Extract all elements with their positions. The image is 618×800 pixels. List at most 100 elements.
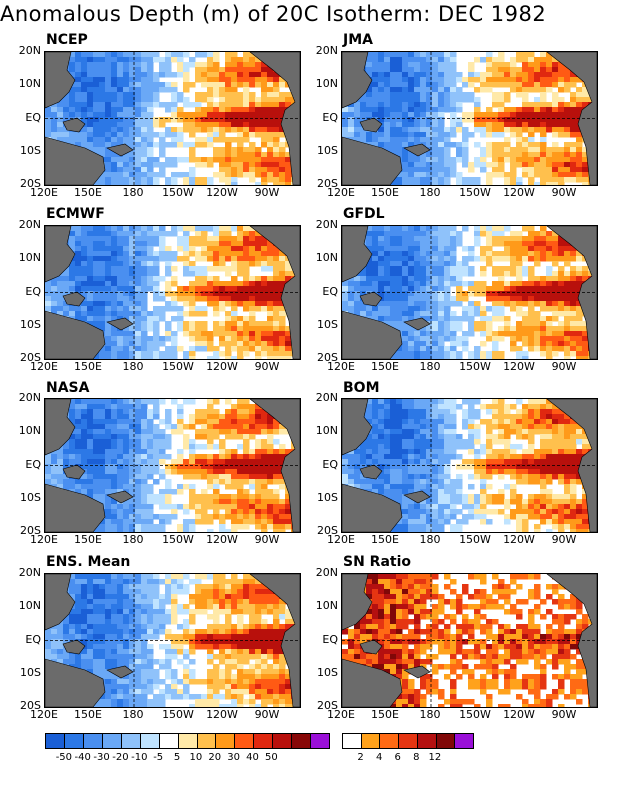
panel-title: ECMWF xyxy=(46,206,105,222)
lat-label: EQ xyxy=(25,284,41,298)
lat-label: 10S xyxy=(317,143,338,157)
land-mass xyxy=(106,665,134,679)
lon-label: 90W xyxy=(254,533,280,546)
lat-label: 10S xyxy=(317,665,338,679)
lat-label: 10S xyxy=(20,490,41,504)
figure-title: Anomalous Depth (m) of 20C Isotherm: DEC… xyxy=(0,2,547,26)
sn-colorbar xyxy=(342,733,474,749)
lon-label: 180 xyxy=(122,533,144,546)
lon-label: 120E xyxy=(30,533,58,546)
colorbar-swatch xyxy=(159,734,179,748)
lat-label: 20S xyxy=(317,351,338,364)
lat-label: 10N xyxy=(315,251,338,265)
land-mass xyxy=(45,399,76,456)
lon-label: 150W xyxy=(162,533,194,546)
colorbar-swatch xyxy=(292,734,312,748)
lat-label: 10S xyxy=(20,665,41,679)
colorbar-tick-label: 2 xyxy=(357,752,364,763)
land-mass xyxy=(403,665,431,679)
colorbar-swatch xyxy=(235,734,255,748)
colorbar-tick-label: -40 xyxy=(74,752,91,763)
lon-label: 180 xyxy=(122,186,144,199)
panel-title: NASA xyxy=(46,380,90,396)
lon-label: 120E xyxy=(30,708,58,721)
lat-label: 20S xyxy=(317,177,338,190)
lat-label: 20N xyxy=(18,218,41,231)
map-panel xyxy=(341,51,598,186)
colorbar-tick-label: 5 xyxy=(173,752,181,763)
land-mass xyxy=(342,399,373,456)
map-panel xyxy=(44,225,301,360)
colorbar-tick-label: 50 xyxy=(265,752,278,763)
lon-label: 150W xyxy=(162,708,194,721)
lat-label: 20N xyxy=(315,44,338,57)
land-mass xyxy=(359,639,383,655)
colorbar-swatch xyxy=(102,734,122,748)
lon-label: 90W xyxy=(551,360,577,373)
colorbar-swatch xyxy=(178,734,198,748)
colorbar-tick-label: 10 xyxy=(189,752,203,763)
lat-label: EQ xyxy=(322,457,338,471)
land-mass xyxy=(359,117,383,133)
lon-label: 180 xyxy=(419,186,441,199)
lat-label: EQ xyxy=(322,632,338,646)
lat-label: 20N xyxy=(315,391,338,404)
lon-label: 120E xyxy=(327,708,355,721)
land-mass xyxy=(45,310,106,359)
colorbar-swatch xyxy=(399,734,418,748)
lon-label: 90W xyxy=(254,186,280,199)
contour-field xyxy=(45,399,300,532)
map-panel xyxy=(341,398,598,533)
land-mass xyxy=(62,639,86,655)
colorbar-swatch xyxy=(455,734,474,748)
panel-title: SN Ratio xyxy=(343,554,412,570)
land-mass xyxy=(106,317,134,331)
lon-label: 150W xyxy=(459,186,491,199)
lat-label: 20N xyxy=(315,218,338,231)
map-panel xyxy=(341,225,598,360)
colorbar-swatch xyxy=(254,734,274,748)
land-mass xyxy=(342,574,373,631)
colorbar-tick-label: 4 xyxy=(375,752,383,763)
colorbar-tick-label: 12 xyxy=(428,752,442,763)
land-mass xyxy=(342,136,403,185)
lat-label: EQ xyxy=(25,457,41,471)
lon-label: 180 xyxy=(122,708,144,721)
lat-label: 10S xyxy=(20,317,41,331)
land-mass xyxy=(45,226,76,283)
lat-label: 10N xyxy=(18,251,41,265)
lat-label: 20N xyxy=(315,566,338,579)
land-mass xyxy=(45,483,106,532)
land-mass xyxy=(342,52,373,109)
lon-label: 120E xyxy=(30,186,58,199)
depth-colorbar xyxy=(45,733,330,749)
panel-title: GFDL xyxy=(343,206,385,222)
land-mass xyxy=(342,658,403,707)
lon-label: 90W xyxy=(551,186,577,199)
contour-field xyxy=(45,226,300,359)
contour-field xyxy=(342,226,597,359)
lon-label: 150E xyxy=(371,708,399,721)
colorbar-swatch xyxy=(311,734,330,748)
lat-label: 10N xyxy=(18,599,41,613)
lat-label: 10S xyxy=(317,490,338,504)
lat-label: 10S xyxy=(20,143,41,157)
land-mass xyxy=(62,117,86,133)
lon-label: 150E xyxy=(371,533,399,546)
lat-label: 20S xyxy=(20,699,41,712)
colorbar-swatch xyxy=(436,734,456,748)
land-mass xyxy=(62,291,86,307)
map-panel xyxy=(44,398,301,533)
lon-label: 120E xyxy=(327,186,355,199)
lon-label: 120W xyxy=(206,708,238,721)
lat-label: 10N xyxy=(315,599,338,613)
lat-label: EQ xyxy=(322,110,338,124)
colorbar-tick-label: 30 xyxy=(227,752,241,763)
lat-label: 20S xyxy=(317,699,338,712)
lon-label: 120W xyxy=(206,533,238,546)
lon-label: 90W xyxy=(551,533,577,546)
lon-label: 90W xyxy=(551,708,577,721)
land-mass xyxy=(45,52,76,109)
colorbar-swatch xyxy=(417,734,437,748)
lon-label: 120W xyxy=(206,186,238,199)
